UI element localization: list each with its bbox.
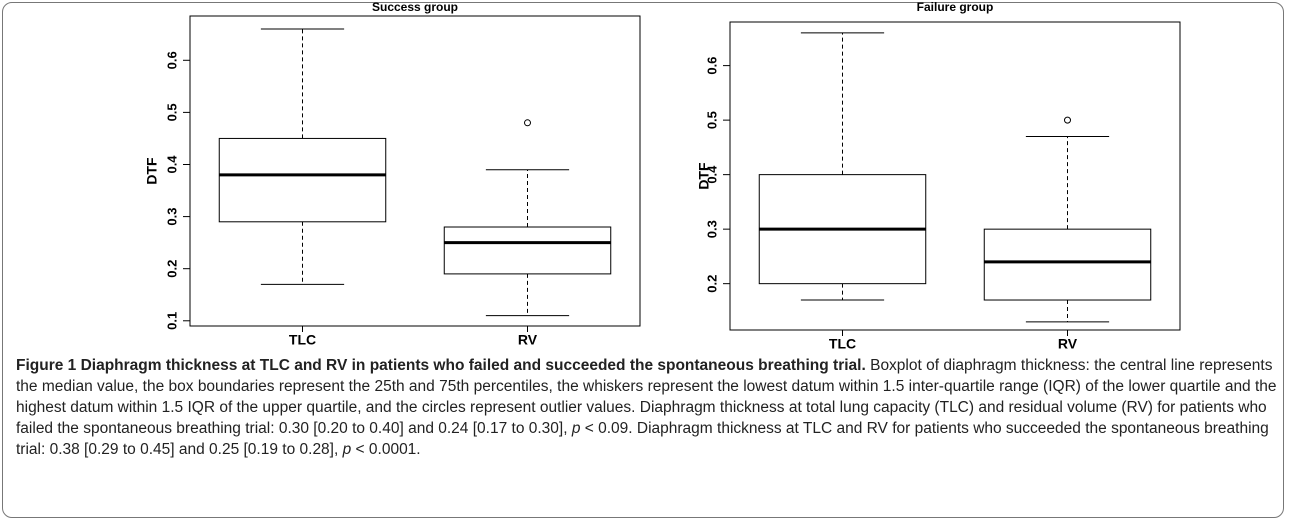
caption-text: < 0.0001. — [351, 441, 421, 458]
y-axis-label: DTF — [144, 157, 160, 185]
caption: Figure 1 Diaphragm thickness at TLC and … — [16, 355, 1278, 460]
x-tick-label: TLC — [289, 332, 316, 348]
y-tick-label: 0.2 — [164, 260, 179, 278]
y-tick-label: 0.5 — [164, 103, 179, 121]
y-tick-label: 0.6 — [164, 51, 179, 69]
y-tick-label: 0.3 — [704, 220, 719, 238]
charts: Success group DTF 0.1 0.2 0.3 0.4 0.5 0.6 TLC RV F… — [144, 0, 1181, 350]
y-tick-label: 0.4 — [164, 155, 179, 174]
figure-frame — [2, 2, 1284, 518]
plot-frame — [729, 21, 1181, 331]
y-axis-label: DTF — [696, 162, 712, 190]
box — [218, 137, 387, 223]
caption-text: < 0.09. Diaphragm thickness at TLC and R… — [16, 420, 1269, 458]
x-tick-label: RV — [518, 332, 538, 348]
caption-title: Figure 1 Diaphragm thickness at TLC and … — [16, 357, 866, 374]
box — [443, 226, 612, 275]
outlier — [524, 119, 531, 127]
plot-frame — [189, 15, 641, 327]
chart-title: Failure group — [917, 0, 994, 14]
y-tick-label: 0.3 — [164, 208, 179, 226]
y-tick-label: 0.1 — [164, 312, 179, 330]
y-tick-label: 0.2 — [704, 275, 719, 293]
box — [983, 228, 1152, 301]
caption-p: p — [571, 420, 581, 437]
x-tick-label: TLC — [829, 336, 856, 350]
caption-p: p — [342, 441, 352, 458]
x-tick-label: RV — [1058, 336, 1078, 350]
y-tick-label: 0.5 — [704, 111, 719, 129]
outlier — [1064, 116, 1071, 124]
y-tick-label: 0.4 — [704, 165, 719, 184]
y-tick-label: 0.6 — [704, 57, 719, 75]
chart-title: Success group — [372, 0, 458, 14]
caption-text: Boxplot of diaphragm thickness: the cent… — [16, 357, 1277, 437]
